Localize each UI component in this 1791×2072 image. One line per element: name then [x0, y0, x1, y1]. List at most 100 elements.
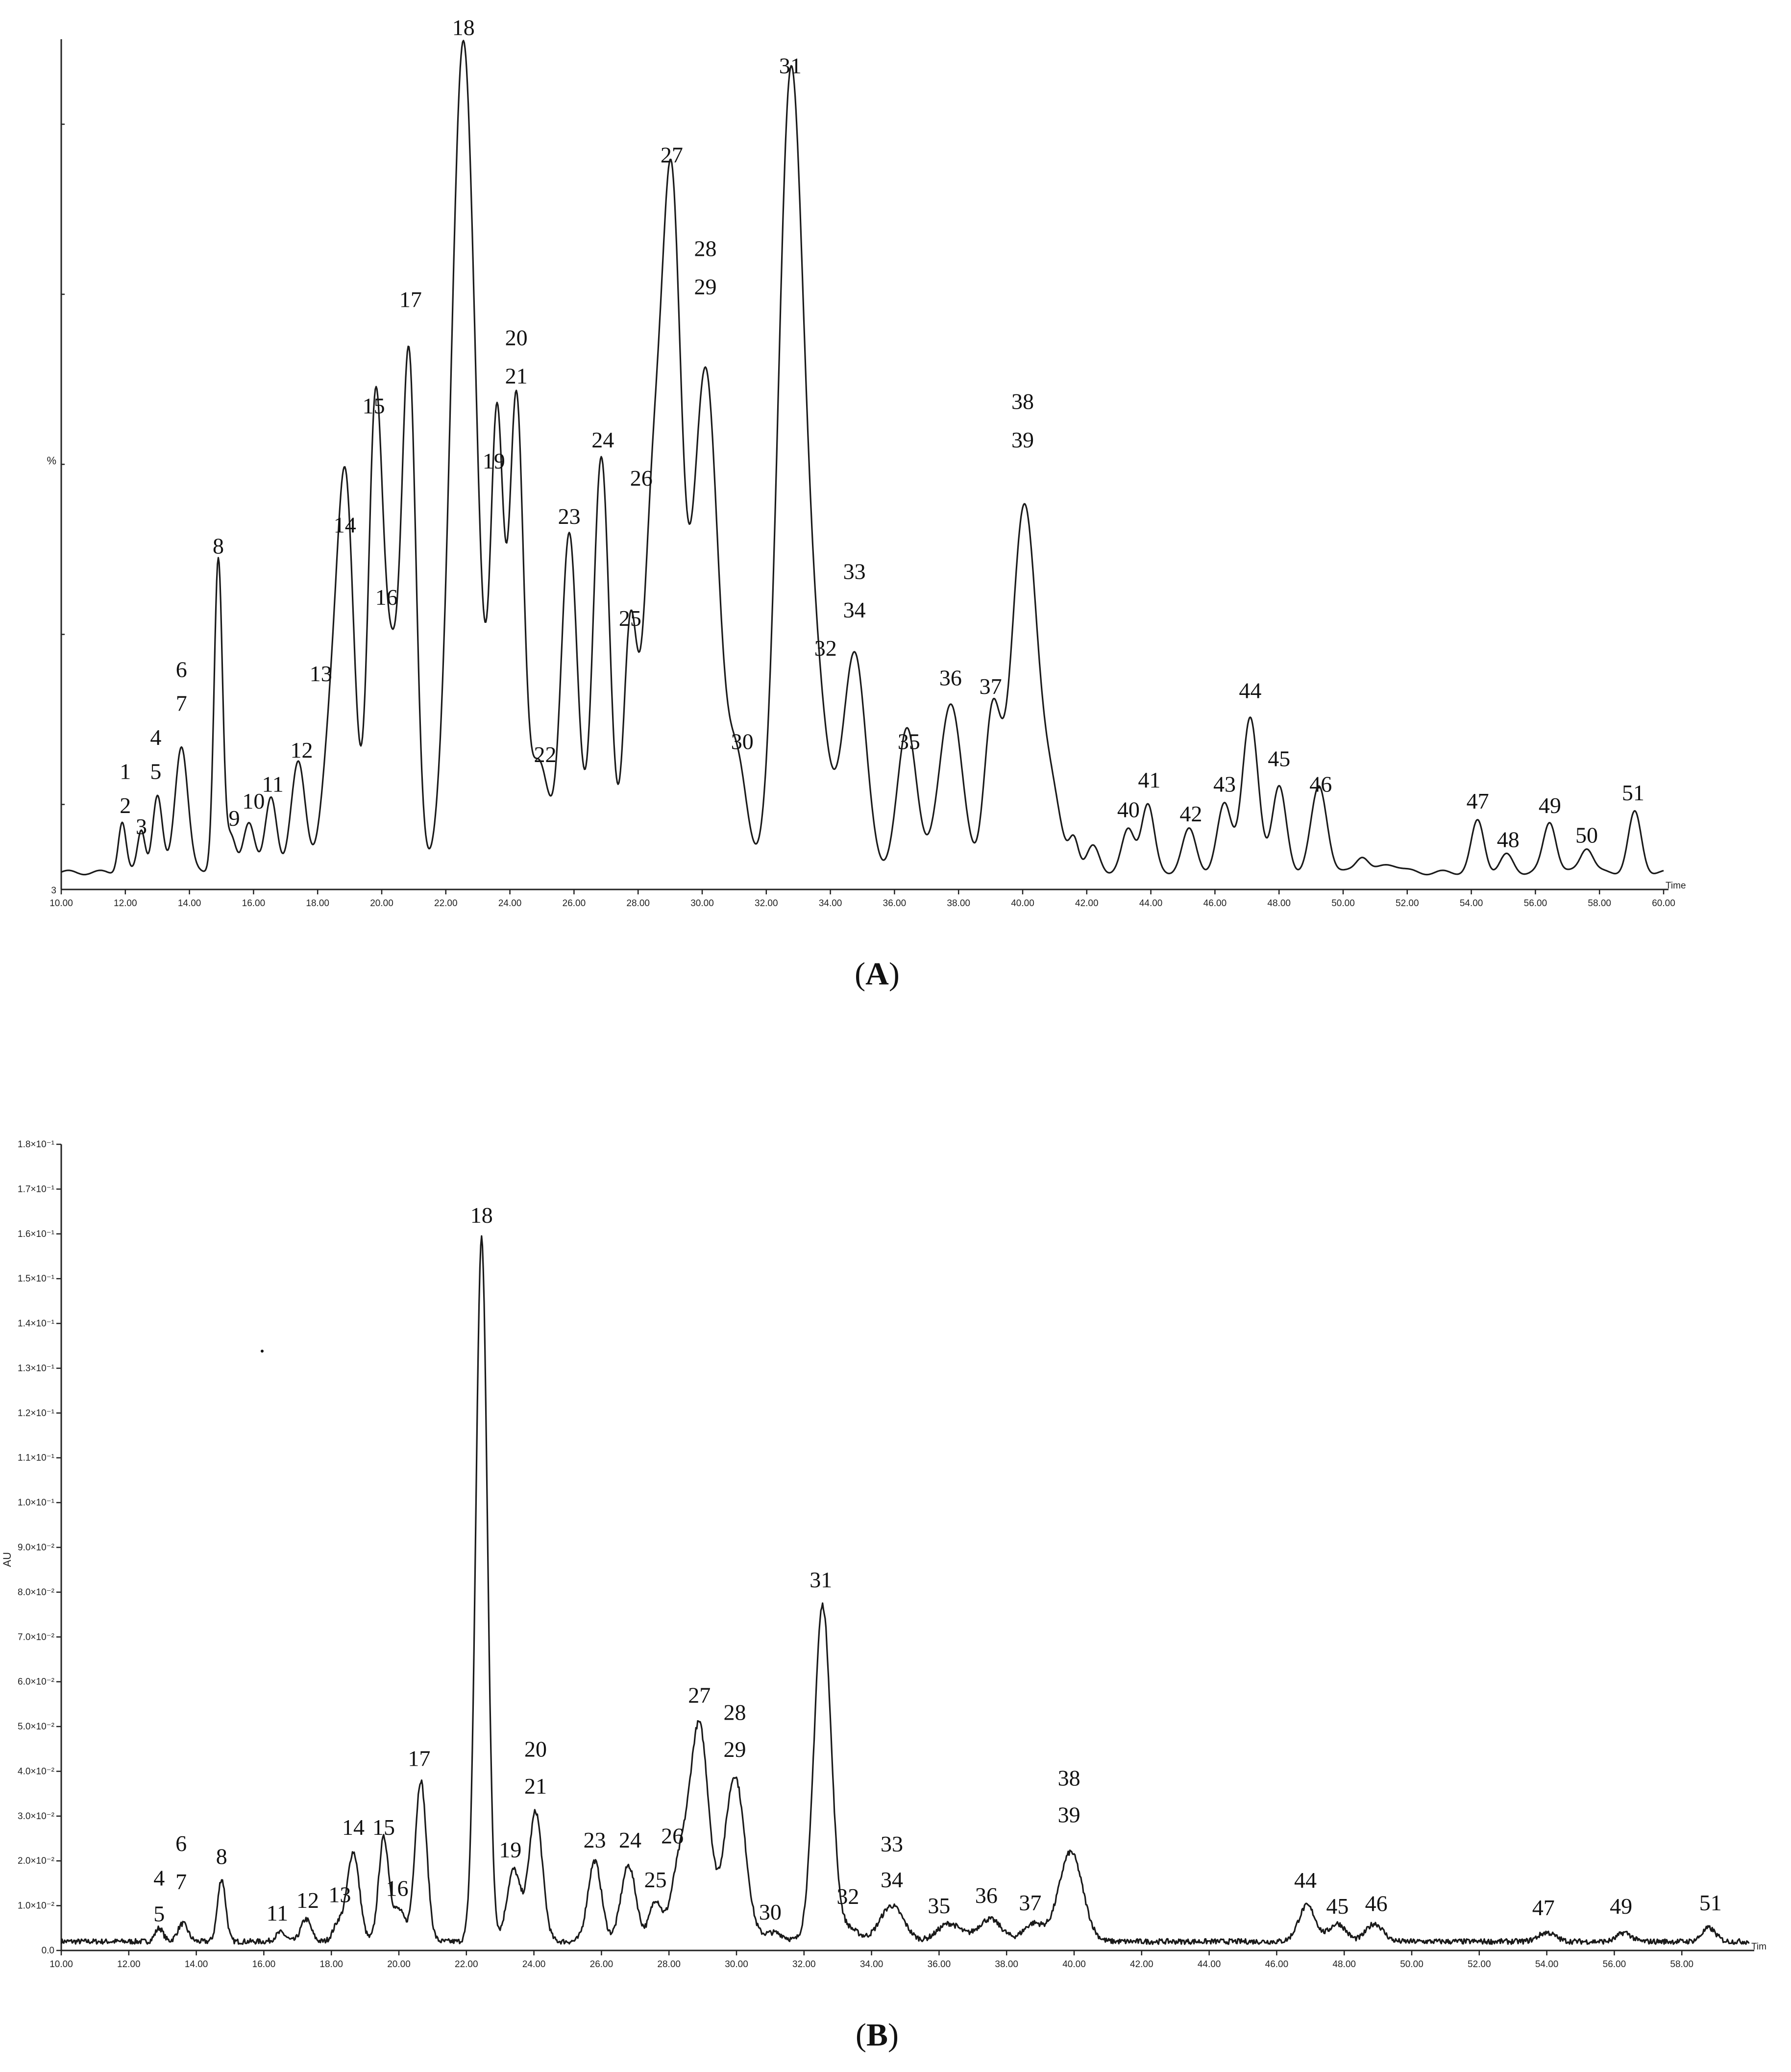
peak-label-33: 33: [843, 559, 866, 584]
x-tick-label: 32.00: [755, 898, 778, 909]
peak-label-44: 44: [1239, 678, 1261, 703]
x-tick-label: 32.00: [792, 1959, 816, 1970]
x-tick-label: 36.00: [928, 1959, 951, 1970]
x-tick-label: 12.00: [114, 898, 137, 909]
y-tick-label: 1.2×10⁻¹: [18, 1408, 54, 1418]
panel-b-letter: B: [866, 2017, 888, 2053]
peak-label-24: 24: [619, 1827, 641, 1852]
peak-label-37: 37: [980, 674, 1002, 699]
x-tick-label: 48.00: [1267, 898, 1291, 909]
peak-label-43: 43: [1213, 771, 1236, 796]
x-tick-label: 58.00: [1588, 898, 1611, 909]
y-tick-label: 7.0×10⁻²: [18, 1632, 54, 1642]
peak-label-25: 25: [619, 606, 641, 631]
peak-label-46: 46: [1309, 771, 1332, 796]
x-tick-label: 26.00: [563, 898, 586, 909]
x-tick-label: 52.00: [1468, 1959, 1491, 1970]
peak-label-14: 14: [334, 512, 356, 537]
x-tick-label: 56.00: [1603, 1959, 1626, 1970]
peak-label-11: 11: [267, 1900, 288, 1925]
panel-a-chromatogram: 10.00 12.00 14.00 16.00 18.00 20.00 22.00 24.00…: [47, 15, 1686, 909]
peak-label-8: 8: [213, 534, 224, 559]
y-tick-label: 8.0×10⁻²: [18, 1587, 54, 1598]
x-tick-label: 52.00: [1396, 898, 1419, 909]
peak-label-26: 26: [630, 466, 653, 491]
peak-label-23: 23: [584, 1827, 606, 1852]
y-tick-label: 1.7×10⁻¹: [18, 1184, 54, 1194]
peak-label-32: 32: [814, 636, 837, 661]
peak-label-49: 49: [1539, 793, 1561, 818]
y-axis-label: %: [47, 455, 56, 467]
x-tick-label: 56.00: [1524, 898, 1547, 909]
x-tick-label: 22.00: [434, 898, 458, 909]
peak-label-7: 7: [176, 691, 187, 716]
peak-label-48: 48: [1497, 827, 1520, 852]
peak-label-20: 20: [524, 1736, 547, 1761]
peak-label-5: 5: [153, 1901, 165, 1926]
peak-label-19: 19: [499, 1837, 521, 1862]
peak-label-36: 36: [975, 1883, 998, 1908]
panel-b-trace: [60, 1235, 1750, 1945]
y-tick-label: 1.4×10⁻¹: [18, 1319, 54, 1329]
peak-label-16: 16: [386, 1876, 409, 1901]
peak-label-41: 41: [1138, 767, 1160, 792]
x-tick-label: 42.00: [1075, 898, 1099, 909]
peak-label-18: 18: [470, 1203, 493, 1228]
y-tick-label: 1.0×10⁻²: [18, 1901, 54, 1911]
peak-label-17: 17: [408, 1746, 430, 1771]
x-tick-label: 48.00: [1332, 1959, 1356, 1970]
x-tick-label: 20.00: [387, 1959, 411, 1970]
peak-label-40: 40: [1117, 797, 1140, 822]
peak-label-26: 26: [661, 1824, 684, 1849]
panel-b-chromatogram: 10.00 12.00 14.00 16.00 18.00 20.00 22.00 24.00…: [1, 1139, 1766, 1970]
peak-label-27: 27: [661, 143, 683, 168]
peak-label-44: 44: [1294, 1868, 1317, 1893]
y-tick-label: 1.8×10⁻¹: [18, 1139, 54, 1150]
peak-label-31: 31: [779, 53, 802, 78]
peak-label-49: 49: [1610, 1894, 1632, 1919]
peak-label-8: 8: [216, 1844, 227, 1869]
y-tick-label: 5.0×10⁻²: [18, 1722, 54, 1732]
peak-label-11: 11: [262, 771, 283, 796]
peak-label-24: 24: [591, 427, 614, 452]
peak-label-45: 45: [1326, 1894, 1349, 1919]
x-tick-label: 16.00: [252, 1959, 276, 1970]
peak-label-51: 51: [1699, 1890, 1722, 1915]
x-tick-label: 22.00: [455, 1959, 478, 1970]
peak-label-12: 12: [296, 1888, 319, 1913]
peak-label-16: 16: [375, 585, 398, 610]
peak-label-2: 2: [120, 793, 131, 818]
x-tick-label: 36.00: [883, 898, 907, 909]
x-tick-label: 26.00: [590, 1959, 613, 1970]
y-tick-label: 6.0×10⁻²: [18, 1677, 54, 1687]
peak-label-35: 35: [928, 1893, 950, 1918]
peak-label-46: 46: [1365, 1891, 1388, 1916]
y-tick-label: 2.0×10⁻²: [18, 1856, 54, 1866]
x-tick-label: 16.00: [242, 898, 266, 909]
y-tick-label: 1.1×10⁻¹: [18, 1453, 54, 1463]
x-tick-label: 10.00: [49, 898, 73, 909]
x-tick-label: 40.00: [1062, 1959, 1086, 1970]
peak-label-13: 13: [310, 661, 332, 686]
x-tick-label: 38.00: [995, 1959, 1018, 1970]
y-tick-label: 3.0×10⁻²: [18, 1811, 54, 1822]
peak-label-19: 19: [483, 448, 505, 473]
peak-label-51: 51: [1622, 780, 1644, 805]
peak-label-4: 4: [153, 1865, 165, 1890]
y-axis-label: AU: [1, 1552, 13, 1567]
peak-label-3: 3: [136, 814, 147, 839]
x-tick-label: 10.00: [49, 1959, 73, 1970]
peak-label-45: 45: [1268, 746, 1290, 771]
panel-a-trace: [61, 40, 1664, 876]
x-axis-label: Time: [1666, 881, 1686, 891]
x-tick-label: 60.00: [1652, 898, 1675, 909]
peak-label-36: 36: [939, 666, 962, 691]
peak-label-29: 29: [724, 1737, 746, 1762]
x-tick-label: 38.00: [947, 898, 970, 909]
peak-label-31: 31: [810, 1567, 832, 1592]
peak-label-28: 28: [694, 236, 717, 261]
peak-label-37: 37: [1019, 1890, 1041, 1915]
peak-label-15: 15: [363, 393, 385, 418]
peak-label-50: 50: [1575, 823, 1598, 848]
